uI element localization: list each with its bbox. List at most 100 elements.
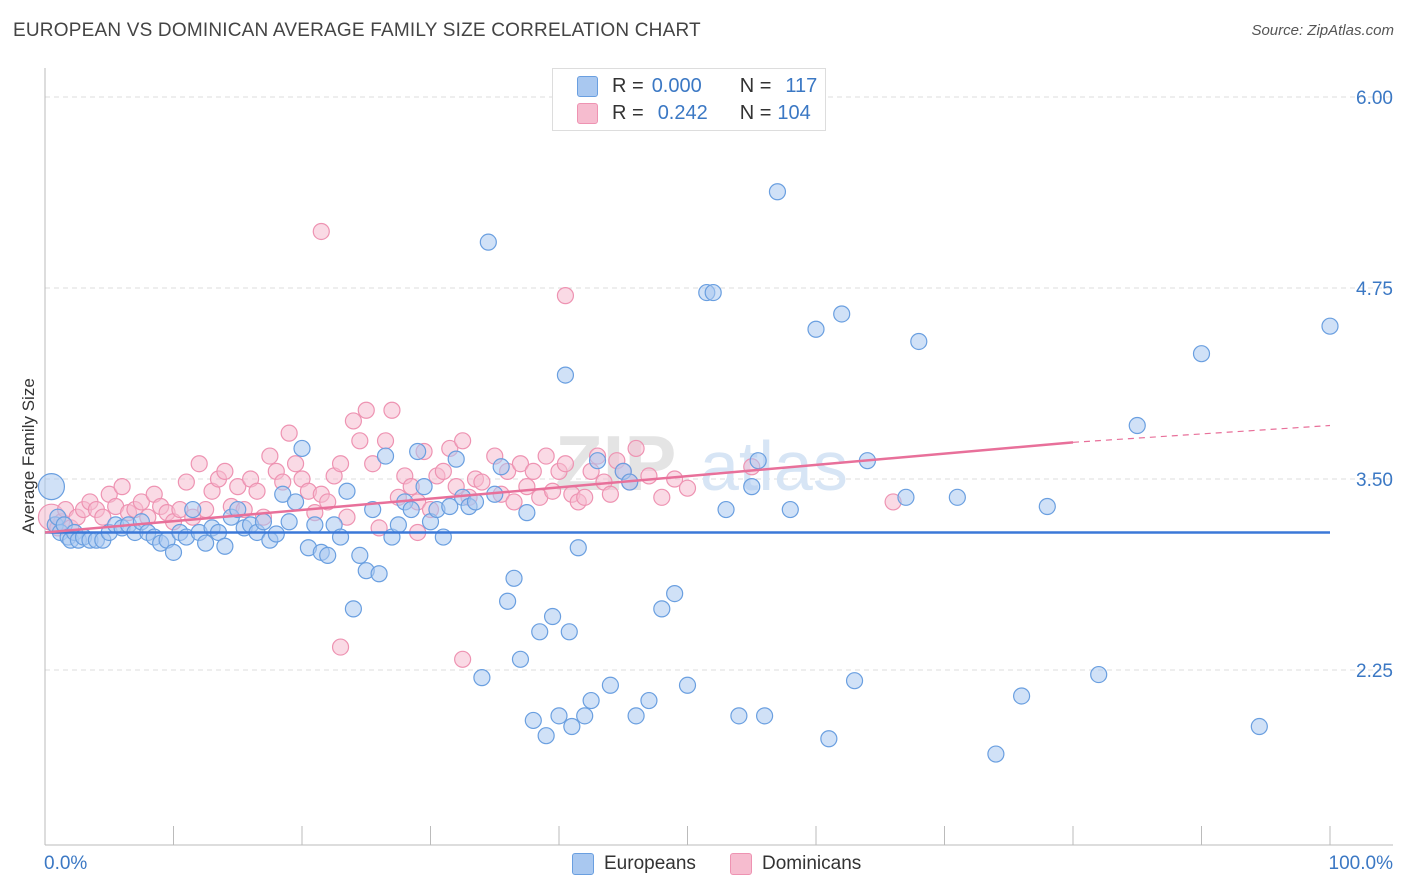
europeans-point bbox=[389, 516, 407, 534]
dominicans-point bbox=[556, 287, 575, 305]
x-tick-label-max: 100.0% bbox=[1329, 853, 1394, 874]
europeans-point bbox=[987, 745, 1005, 763]
dominicans-point bbox=[627, 439, 645, 458]
europeans-point bbox=[820, 730, 838, 748]
dominicans-point bbox=[543, 482, 562, 500]
europeans-point bbox=[492, 458, 510, 476]
axes bbox=[44, 68, 1393, 846]
europeans-point bbox=[948, 488, 966, 506]
dominicans-point bbox=[344, 412, 362, 430]
dominicans-point bbox=[113, 478, 131, 496]
dominicans-point bbox=[190, 455, 208, 473]
dominicans-point bbox=[216, 462, 234, 480]
dominicans-point bbox=[351, 432, 369, 450]
europeans-point bbox=[37, 473, 66, 501]
europeans-point bbox=[274, 485, 292, 503]
dominicans-point bbox=[331, 638, 350, 656]
europeans-point bbox=[505, 569, 523, 587]
europeans-point bbox=[704, 283, 722, 302]
europeans-point bbox=[216, 537, 234, 555]
grid-lines bbox=[45, 96, 1393, 671]
europeans-point bbox=[560, 623, 578, 641]
europeans-point bbox=[376, 447, 395, 465]
dominicans-point bbox=[383, 401, 401, 419]
europeans-point bbox=[1250, 717, 1268, 736]
legend-row-europeans: R = 0.000 N = 117 bbox=[577, 74, 817, 98]
europeans-point bbox=[280, 513, 298, 531]
correlation-legend: R = 0.000 N = 117 R = 0.242 N = 104 bbox=[552, 68, 826, 131]
legend-r-value: 0.000 bbox=[651, 74, 702, 97]
europeans-point bbox=[910, 332, 928, 351]
europeans-point bbox=[717, 500, 735, 519]
dominicans-point bbox=[286, 455, 305, 473]
dominicans-trend-extension bbox=[1072, 424, 1331, 443]
bottom-legend-label-europeans: Europeans bbox=[604, 853, 696, 874]
dominicans-point bbox=[678, 479, 697, 497]
trend-lines bbox=[44, 424, 1331, 534]
tick-labels: 2.25 3.50 4.75 6.00 0.0% 100.0% bbox=[44, 88, 1393, 874]
europeans-point bbox=[499, 592, 517, 610]
legend-row-dominicans: R = 0.242 N = 104 bbox=[577, 101, 811, 125]
europeans-point bbox=[640, 691, 658, 710]
europeans-point bbox=[319, 546, 337, 565]
europeans-point bbox=[678, 676, 697, 694]
europeans-point bbox=[415, 478, 433, 496]
y-axis-title: Average Family Size bbox=[19, 378, 38, 534]
dominicans-point bbox=[364, 455, 382, 473]
dominicans-point bbox=[518, 478, 536, 496]
dominicans-point bbox=[640, 467, 658, 485]
europeans-point bbox=[447, 450, 465, 468]
europeans-point bbox=[1038, 497, 1056, 516]
legend-swatch-europeans bbox=[577, 75, 598, 97]
y-tick-label: 6.00 bbox=[1356, 88, 1393, 109]
dominicans-point bbox=[132, 493, 150, 511]
dominicans-point bbox=[505, 493, 523, 511]
europeans-point bbox=[531, 623, 549, 641]
dominicans-point bbox=[319, 493, 337, 511]
europeans-point bbox=[1128, 416, 1146, 435]
dominicans-point bbox=[280, 424, 298, 442]
europeans-point bbox=[653, 600, 671, 618]
europeans-point bbox=[627, 707, 645, 725]
bottom-legend-europeans: Europeans bbox=[572, 851, 696, 877]
europeans-point bbox=[601, 676, 620, 694]
europeans-point bbox=[197, 534, 215, 552]
europeans-point bbox=[286, 493, 305, 511]
europeans-point bbox=[556, 366, 575, 384]
europeans-point bbox=[1012, 687, 1031, 705]
europeans-point bbox=[588, 452, 607, 470]
europeans-point bbox=[666, 584, 684, 603]
legend-n-label: N = bbox=[739, 101, 772, 124]
y-tick-label: 3.50 bbox=[1356, 470, 1393, 491]
dominicans-trend-line bbox=[44, 441, 1074, 534]
europeans-point bbox=[897, 488, 915, 506]
europeans-point bbox=[409, 442, 427, 461]
europeans-point bbox=[1321, 317, 1339, 335]
europeans-point bbox=[351, 546, 369, 565]
legend-swatch-dominicans bbox=[577, 102, 598, 124]
europeans-point bbox=[845, 672, 864, 690]
dominicans-point bbox=[511, 455, 530, 473]
legend-n-value: 104 bbox=[777, 101, 811, 124]
chart-title: EUROPEAN VS DOMINICAN AVERAGE FAMILY SIZ… bbox=[13, 20, 701, 41]
dominicans-point bbox=[229, 478, 247, 496]
europeans-point bbox=[576, 707, 594, 725]
europeans-point bbox=[338, 482, 356, 500]
europeans-point bbox=[229, 500, 247, 519]
europeans-point bbox=[524, 711, 542, 730]
watermark-atlas: atlas bbox=[700, 427, 848, 505]
dominicans-point bbox=[473, 473, 491, 491]
europeans-point bbox=[511, 650, 530, 668]
dominicans-point bbox=[434, 462, 452, 480]
dominicans-point bbox=[576, 488, 594, 506]
dominicans-point bbox=[248, 482, 266, 500]
dominicans-point bbox=[601, 485, 620, 503]
europeans-point bbox=[293, 439, 311, 458]
legend-r-label: R = bbox=[612, 74, 644, 97]
dominicans-point bbox=[524, 462, 542, 480]
series-europeans bbox=[37, 183, 1339, 763]
europeans-point bbox=[402, 500, 420, 519]
dominicans-point bbox=[376, 432, 395, 450]
europeans-point bbox=[364, 500, 382, 519]
europeans-point bbox=[743, 478, 761, 496]
